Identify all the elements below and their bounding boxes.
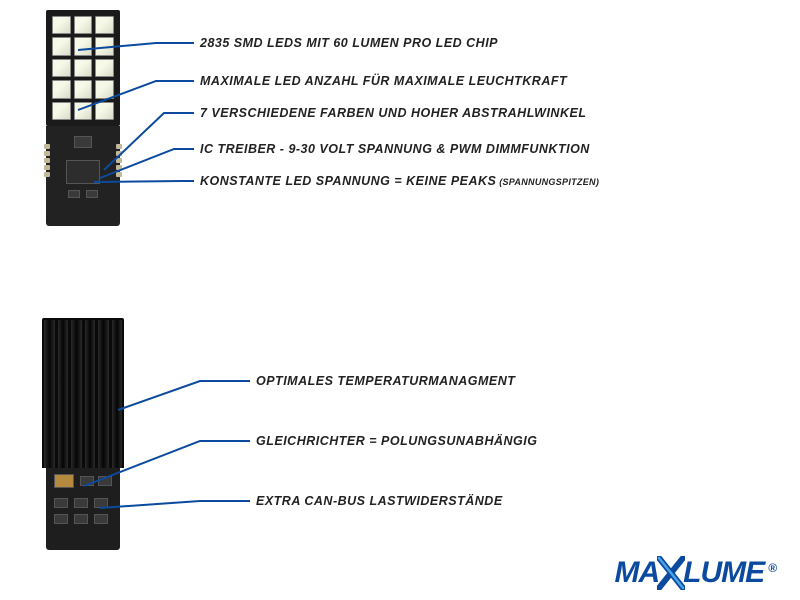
callout-label: KONSTANTE LED SPANNUNG = KEINE PEAKS (SP… bbox=[200, 174, 599, 188]
product-led-front bbox=[42, 10, 124, 226]
pcb-back bbox=[46, 468, 120, 550]
logo-part1: MA bbox=[615, 556, 660, 590]
callout-label: 2835 SMD LEDS MIT 60 LUMEN PRO LED CHIP bbox=[200, 36, 498, 50]
logo-registered: ® bbox=[768, 561, 776, 575]
callout-label: IC TREIBER - 9-30 VOLT SPANNUNG & PWM DI… bbox=[200, 142, 590, 156]
maxlume-logo: MA LUME ® bbox=[615, 556, 777, 590]
led-panel bbox=[46, 10, 120, 126]
callout-label: OPTIMALES TEMPERATURMANAGMENT bbox=[256, 374, 515, 388]
callout-label: GLEICHRICHTER = POLUNGSUNABHÄNGIG bbox=[256, 434, 537, 448]
callout-label: MAXIMALE LED ANZAHL FÜR MAXIMALE LEUCHTK… bbox=[200, 74, 567, 88]
logo-x-icon bbox=[657, 556, 685, 590]
callout-label: EXTRA CAN-BUS LASTWIDERSTÄNDE bbox=[256, 494, 503, 508]
diagram-container: 2835 SMD LEDS MIT 60 LUMEN PRO LED CHIP M… bbox=[0, 0, 800, 600]
product-heatsink-back bbox=[42, 318, 124, 550]
callout-label: 7 VERSCHIEDENE FARBEN UND HOHER ABSTRAHL… bbox=[200, 106, 586, 120]
logo-part2: LUME bbox=[683, 556, 764, 590]
pcb-front bbox=[46, 126, 120, 226]
heatsink bbox=[42, 318, 124, 468]
